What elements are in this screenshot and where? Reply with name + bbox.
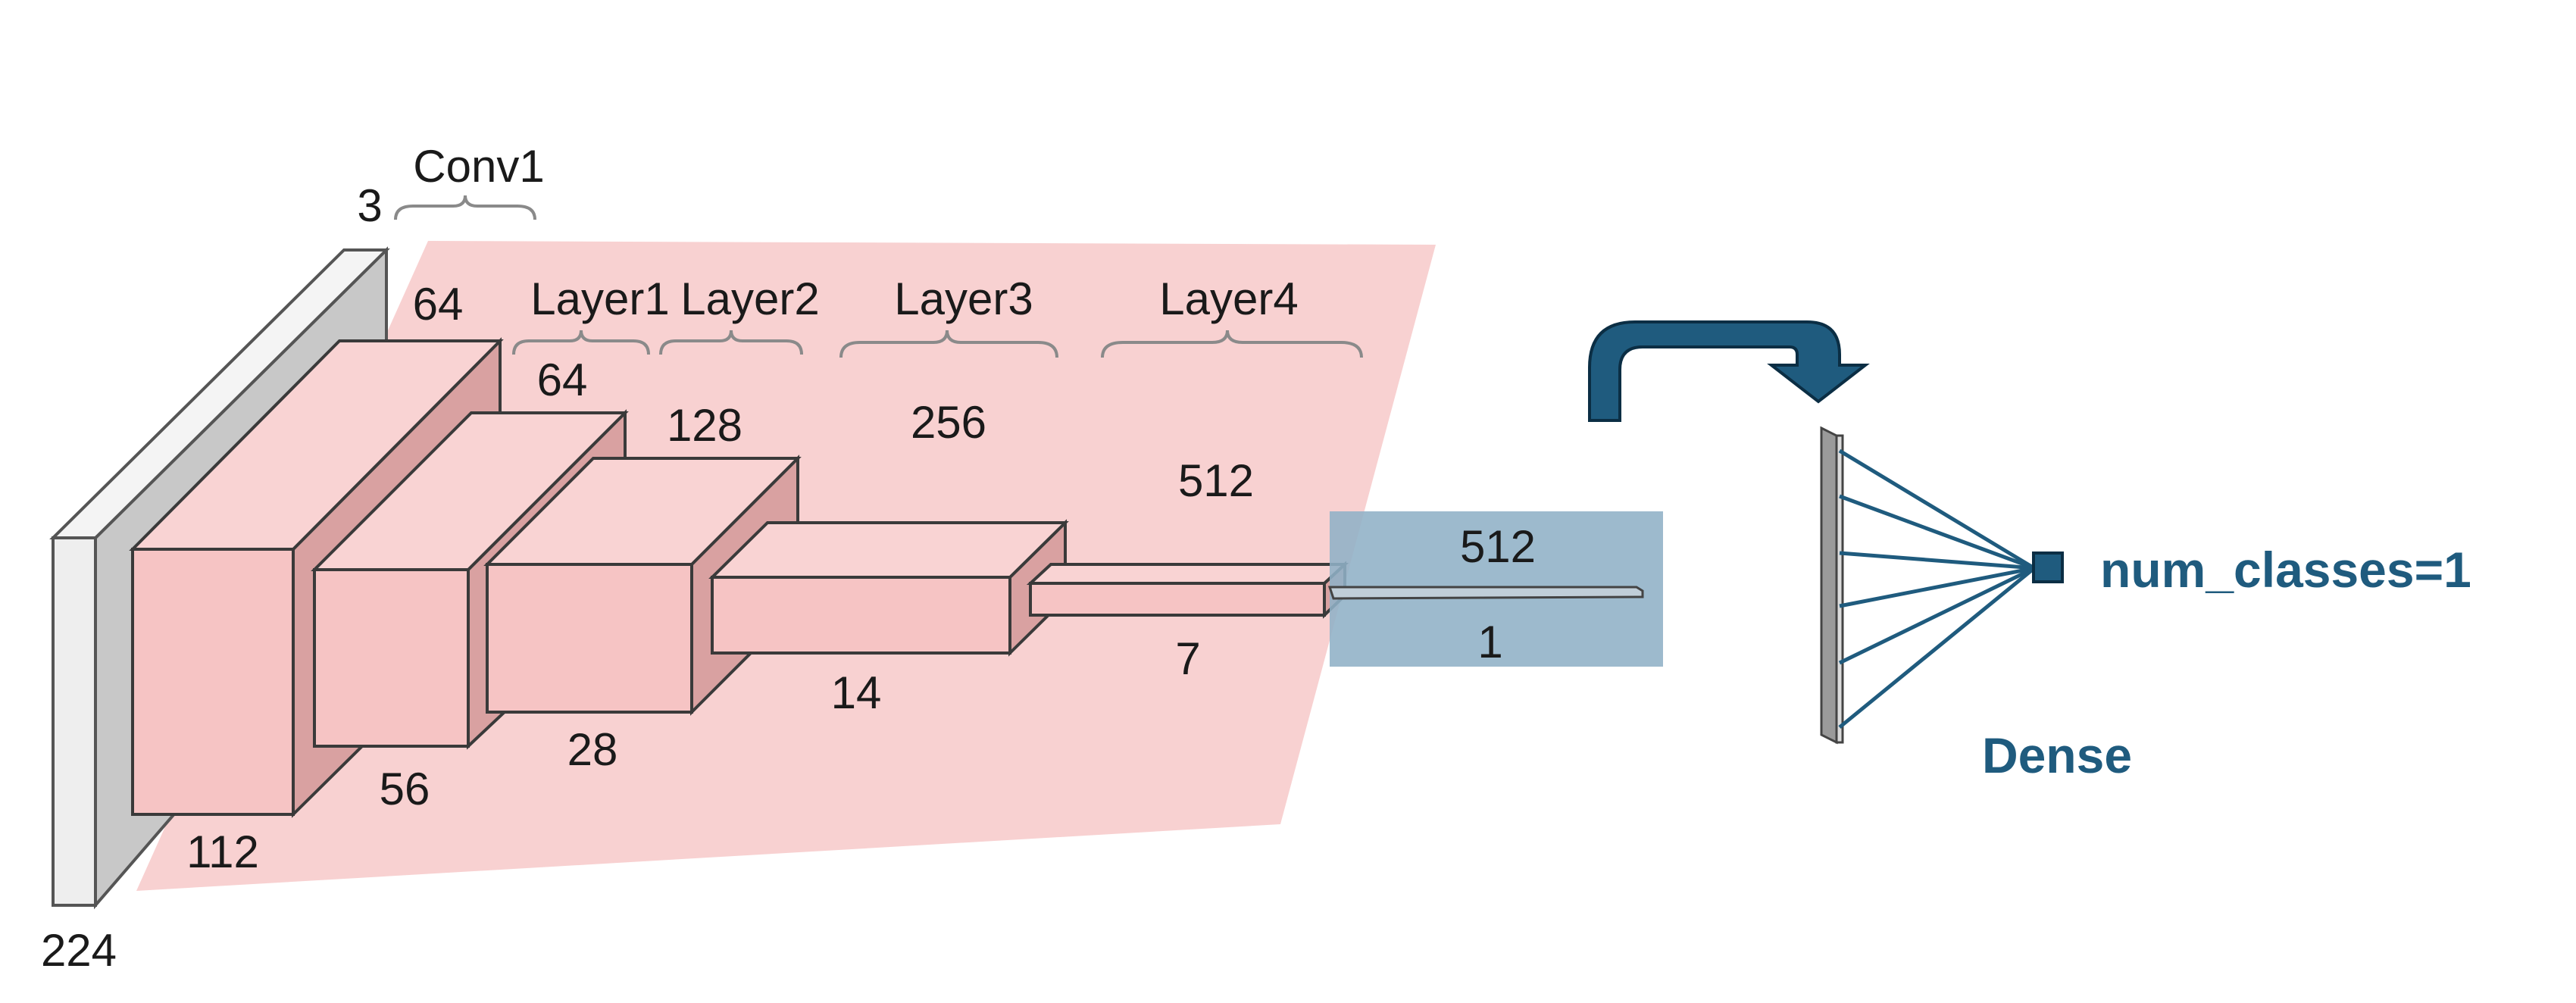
layer3-size-label: 14 bbox=[831, 667, 882, 718]
conv1-brace bbox=[394, 195, 536, 220]
layer1-brace bbox=[512, 330, 650, 355]
num-classes-label: num_classes=1 bbox=[2100, 542, 2471, 598]
layer4-block bbox=[1026, 561, 1349, 619]
input-channels-label: 3 bbox=[357, 180, 382, 231]
input-size-label: 224 bbox=[41, 925, 117, 976]
dense-label: Dense bbox=[1982, 727, 2132, 783]
pooled-vector bbox=[1327, 586, 1644, 600]
layer1-channels-label: 64 bbox=[537, 355, 588, 405]
layer2-size-label: 28 bbox=[567, 724, 618, 775]
dense-connections bbox=[1838, 448, 2036, 729]
layer4-size-label: 7 bbox=[1175, 633, 1200, 684]
pool-size-label: 1 bbox=[1477, 617, 1502, 667]
layer3-channels-label: 256 bbox=[911, 397, 986, 448]
layer4-brace bbox=[1101, 330, 1363, 358]
dense-layer bbox=[1820, 426, 1844, 745]
layer2-channels-label: 128 bbox=[667, 400, 742, 451]
layer4-label: Layer4 bbox=[1159, 273, 1298, 324]
conv1-label: Conv1 bbox=[413, 141, 544, 192]
conv1-channels-label: 64 bbox=[413, 279, 464, 330]
layer2-brace bbox=[659, 330, 803, 355]
layer1-size-label: 56 bbox=[380, 764, 430, 814]
curved-arrow-icon bbox=[1588, 320, 1870, 422]
layer3-block bbox=[708, 519, 1069, 657]
layer2-label: Layer2 bbox=[680, 273, 819, 324]
layer4-channels-label: 512 bbox=[1178, 455, 1254, 506]
layer1-label: Layer1 bbox=[530, 273, 669, 324]
conv1-size-label: 112 bbox=[186, 826, 259, 877]
layer3-brace bbox=[839, 330, 1058, 358]
layer3-label: Layer3 bbox=[894, 273, 1033, 324]
pool-channels-label: 512 bbox=[1460, 521, 1536, 572]
output-node bbox=[2032, 551, 2064, 583]
